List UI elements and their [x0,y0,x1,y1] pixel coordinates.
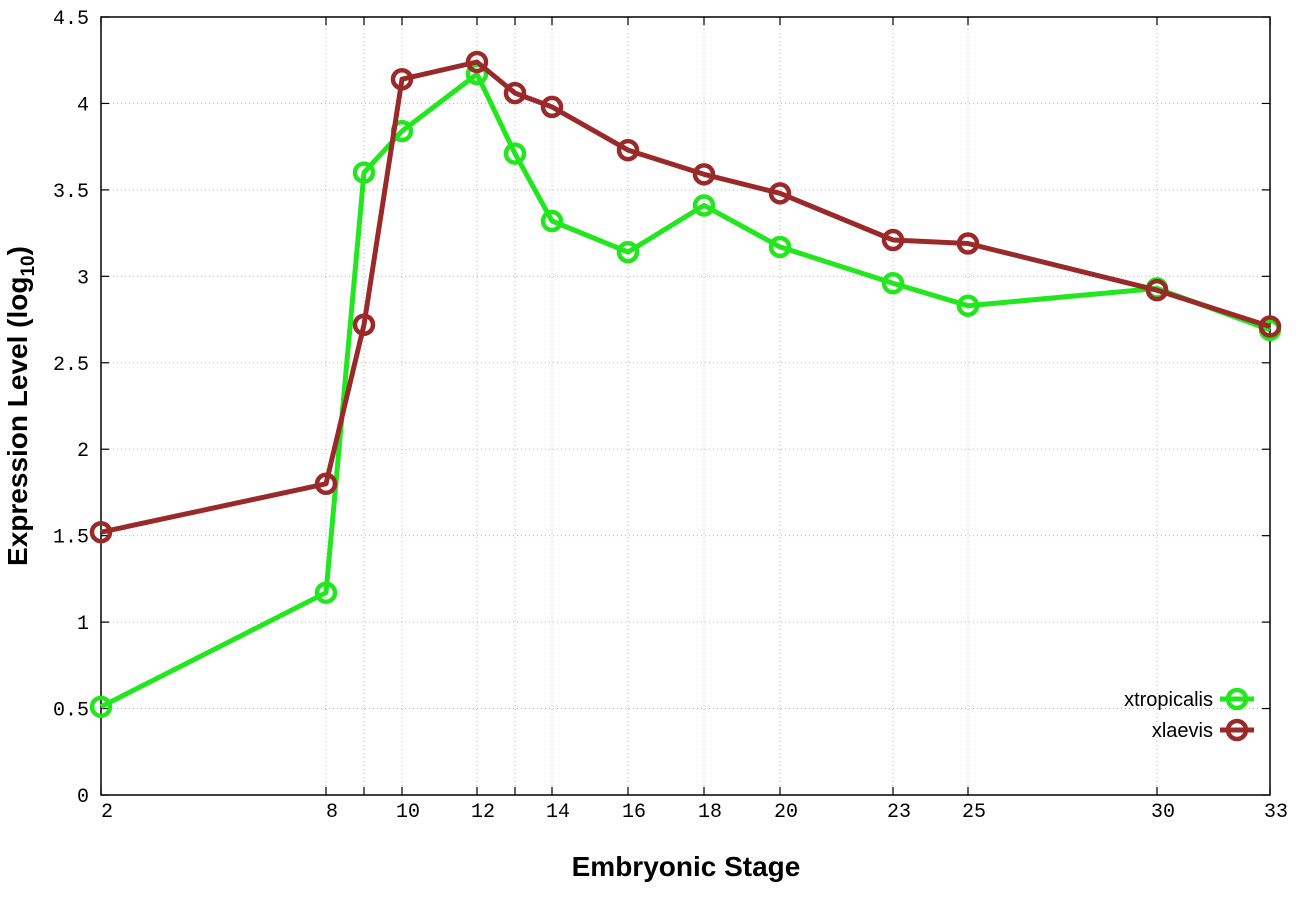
x-tick-label-33: 33 [1264,801,1288,824]
plot-area-border [100,16,1271,796]
data-point-xlaevis-9 [352,313,376,336]
data-point-xlaevis-13 [503,81,527,105]
legend-label-xlaevis: xlaevis [1152,720,1213,742]
data-point-xlaevis-25 [956,232,980,255]
data-point-xtropicalis-23 [881,271,905,295]
data-point-xlaevis-23 [881,228,905,252]
data-point-xtropicalis-20 [768,235,792,259]
x-tick-label-10: 10 [396,801,420,824]
series-xtropicalis [89,62,1282,719]
y-tick-label-2: 2 [77,440,89,463]
x-tick-label-30: 30 [1151,801,1175,824]
x-tick-label-23: 23 [887,801,911,824]
y-tick-label-3-5: 3.5 [53,181,89,204]
data-point-xlaevis-18 [692,163,716,186]
y-tick-label-0: 0 [77,786,89,809]
y-tick-label-3: 3 [77,267,89,290]
data-point-xlaevis-20 [768,182,792,205]
y-tick-label-4-5: 4.5 [53,8,89,31]
x-tick-label-18: 18 [698,801,722,824]
tick-layer: 0 0.5 1 1.5 2 2.5 3 3.5 4 4.5 2 8 10 12 14 16 18 20 23 25 30… [53,8,1288,824]
legend-entry-xlaevis: xlaevis [1152,718,1254,742]
legend: xtropicalis xlaevis [1124,687,1254,742]
y-tick-label-2-5: 2.5 [53,354,89,377]
x-tick-label-16: 16 [622,801,646,824]
y-axis-title-subscript: 10 [18,255,39,276]
legend-marker-xlaevis [1225,718,1249,742]
data-point-xlaevis-30 [1145,278,1169,302]
series-layer [89,50,1282,719]
data-point-xlaevis-2 [89,520,113,544]
grid-layer [101,17,1270,795]
data-point-xtropicalis-16 [616,240,640,264]
data-point-xtropicalis-18 [692,194,716,217]
data-point-xtropicalis-2 [89,695,113,719]
legend-marker-xtropicalis [1225,687,1249,711]
series-xlaevis [89,50,1282,544]
x-tick-label-2: 2 [101,801,113,824]
y-tick-label-1: 1 [77,613,89,636]
data-point-xlaevis-16 [616,138,640,162]
x-tick-label-12: 12 [471,801,495,824]
data-point-xtropicalis-13 [503,142,527,165]
data-point-xlaevis-14 [540,95,564,119]
x-tick-label-20: 20 [774,801,798,824]
series-line-xlaevis [100,59,1271,535]
data-point-xlaevis-12 [465,50,489,74]
data-point-xtropicalis-14 [540,209,564,233]
y-axis-title: Expression Level (log10) [2,246,39,566]
legend-entry-xtropicalis: xtropicalis [1124,687,1254,711]
y-tick-label-4: 4 [77,94,89,117]
y-tick-label-0-5: 0.5 [53,700,89,723]
y-tick-label-1-5: 1.5 [53,527,89,550]
data-point-xlaevis-10 [390,67,414,91]
x-axis-title: Embryonic Stage [572,851,801,882]
x-tick-label-8: 8 [326,801,338,824]
y-axis-title-close: ) [2,246,33,255]
data-point-xtropicalis-9 [352,161,376,184]
legend-label-xtropicalis: xtropicalis [1124,689,1213,711]
x-tick-label-25: 25 [962,801,986,824]
data-point-xtropicalis-8 [314,581,338,604]
data-point-xlaevis-8 [314,472,338,496]
data-point-xlaevis-33 [1258,315,1282,338]
y-axis-title-main: Expression Level (log [2,277,33,566]
x-tick-label-14: 14 [546,801,570,824]
data-point-xtropicalis-25 [956,294,980,317]
